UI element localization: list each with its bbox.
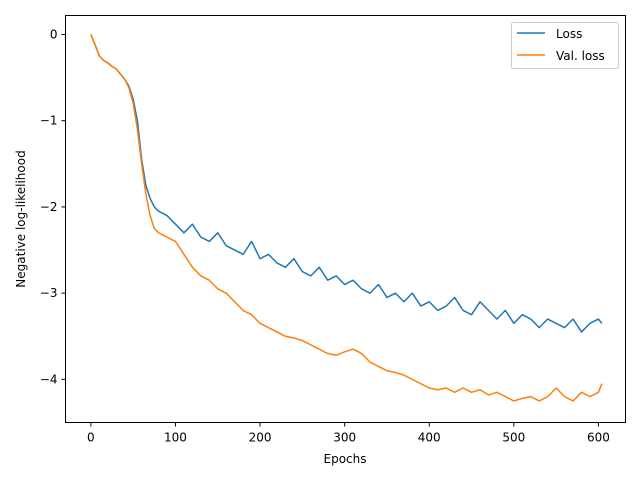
series-line-val-loss: [90, 34, 603, 402]
series-line-loss: [90, 34, 603, 333]
plot-lines: [90, 34, 603, 402]
legend-box: [511, 22, 619, 69]
x-tick-label: 200: [249, 431, 272, 445]
x-tick-label: 500: [502, 431, 525, 445]
y-tick-label: 0: [50, 27, 58, 41]
legend-label-val-loss: Val. loss: [556, 49, 605, 63]
x-tick-label: 100: [164, 431, 187, 445]
x-tick-label: 600: [587, 431, 610, 445]
x-tick-label: 300: [333, 431, 356, 445]
x-tick-label: 0: [87, 431, 95, 445]
x-axis-ticks: 0 100 200 300 400 500 600: [87, 422, 610, 445]
y-axis-label: Negative log-likelihood: [14, 150, 28, 287]
legend: Loss Val. loss: [511, 22, 619, 69]
y-tick-label: −1: [40, 114, 58, 128]
x-tick-label: 400: [418, 431, 441, 445]
x-axis-label: Epochs: [324, 452, 367, 466]
y-tick-label: −3: [40, 286, 58, 300]
legend-label-loss: Loss: [556, 27, 582, 41]
y-tick-label: −4: [40, 372, 58, 386]
y-axis-ticks: 0 −1 −2 −3 −4: [40, 27, 66, 386]
plot-frame: [65, 15, 626, 423]
y-tick-label: −2: [40, 200, 58, 214]
